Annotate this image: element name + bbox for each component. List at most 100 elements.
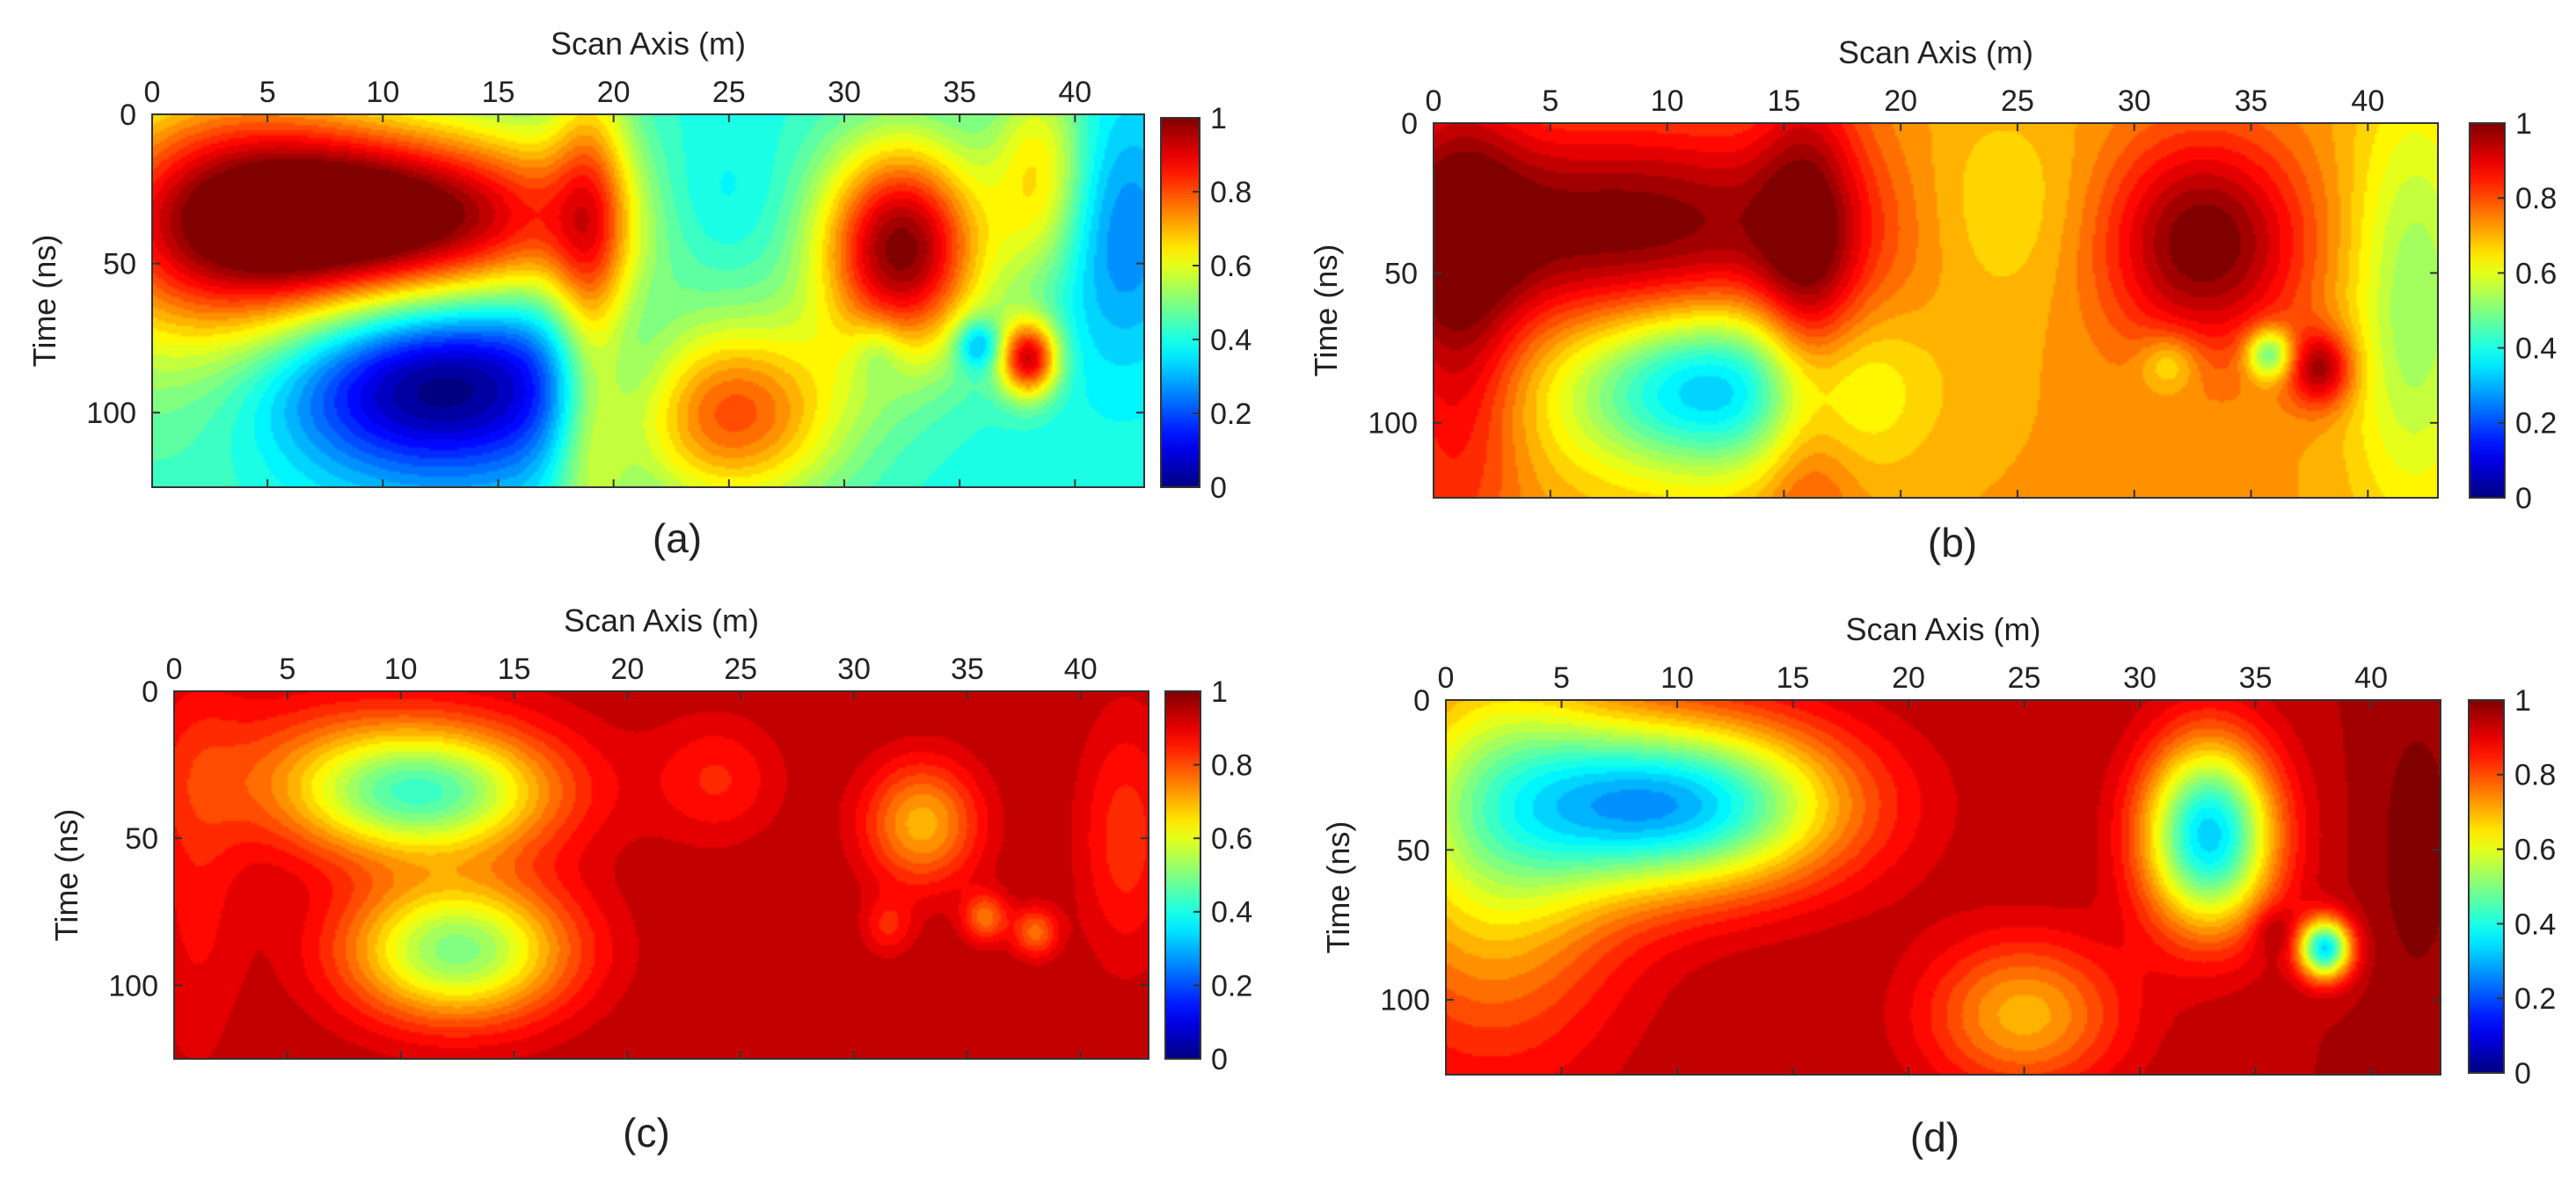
x-tick-label: 10 — [1651, 84, 1684, 118]
colorbar-tick-label: 0.2 — [2515, 407, 2557, 441]
panel-caption-a: (a) — [652, 515, 703, 561]
colorbar-tick-label: 0.2 — [1210, 398, 1252, 431]
colorbar-tick-label: 0.8 — [2515, 182, 2557, 215]
colorbar-tick-label: 0.6 — [1210, 250, 1252, 283]
x-tick-label: 25 — [2008, 661, 2041, 695]
colorbar-tick-label: 0 — [2514, 1057, 2531, 1091]
colorbar-tick-label: 0.8 — [2514, 759, 2556, 792]
heatmap-raster-a — [152, 114, 1144, 487]
plot-frame-b — [1433, 122, 2439, 499]
x-tick-label: 20 — [597, 76, 631, 109]
panel-c: 0 5 10 15 20 25 30 35 40 0 50 100 Scan Axis (m) Time … — [0, 594, 1266, 1189]
y-tick-label: 0 — [1401, 107, 1418, 141]
colorbar-tick-label: 1 — [2515, 107, 2532, 141]
heatmap-raster-d — [1446, 700, 2441, 1075]
x-tick-label: 40 — [1058, 76, 1091, 109]
colorbar-b — [2469, 122, 2506, 499]
x-tick-label: 5 — [259, 76, 276, 109]
colorbar-tick-label: 1 — [1210, 102, 1227, 135]
x-tick-label: 40 — [2354, 661, 2388, 695]
colorbar-tick-label: 0 — [1210, 471, 1227, 505]
colorbar-tick-label: 0.8 — [1211, 749, 1252, 783]
colorbar-tick-label: 1 — [1211, 675, 1228, 709]
heatmap-raster-c — [174, 691, 1149, 1059]
x-tick-label: 15 — [482, 76, 515, 109]
colorbar-c — [1164, 690, 1201, 1060]
plot-frame-d — [1445, 699, 2441, 1076]
panel-caption-d: (d) — [1909, 1114, 1960, 1160]
x-tick-label: 35 — [2235, 84, 2268, 118]
x-axis-title: Scan Axis (m) — [1838, 34, 2033, 70]
y-tick-label: 0 — [142, 675, 158, 709]
x-tick-label: 25 — [724, 653, 757, 686]
x-tick-label: 20 — [1884, 84, 1917, 118]
panel-d: 0 5 10 15 20 25 30 35 40 0 50 100 Scan Axis (m) Time … — [1284, 594, 2576, 1189]
y-tick-label: 50 — [1397, 834, 1430, 867]
x-tick-label: 0 — [166, 653, 183, 686]
plot-frame-a — [151, 113, 1145, 488]
plot-frame-c — [173, 690, 1149, 1060]
colorbar-tick-label: 0.6 — [2515, 257, 2557, 290]
x-tick-label: 35 — [2239, 661, 2273, 695]
x-tick-label: 5 — [279, 653, 296, 686]
y-tick-label: 50 — [1384, 257, 1418, 290]
x-tick-label: 30 — [837, 653, 871, 686]
x-tick-label: 35 — [951, 653, 984, 686]
y-axis-title: Time (ns) — [1320, 821, 1356, 954]
x-tick-label: 40 — [1064, 653, 1098, 686]
colorbar-tick-label: 0.6 — [2514, 834, 2556, 867]
panel-b: 0 5 10 15 20 25 30 35 40 0 50 100 Scan Axis (m) Time … — [1284, 0, 2576, 594]
y-tick-label: 100 — [86, 397, 136, 430]
x-axis-title: Scan Axis (m) — [1845, 611, 2040, 647]
x-tick-label: 0 — [1426, 84, 1442, 118]
colorbar-tick-label: 0.4 — [1210, 324, 1252, 357]
x-tick-label: 30 — [2118, 84, 2151, 118]
colorbar-tick-label: 0.4 — [2515, 332, 2557, 366]
colorbar-tick-label: 0 — [1211, 1043, 1228, 1076]
x-tick-label: 30 — [2123, 661, 2156, 695]
y-axis-title: Time (ns) — [26, 235, 62, 368]
colorbar-tick-label: 0.8 — [1210, 176, 1252, 209]
y-tick-label: 100 — [108, 969, 158, 1003]
x-axis-title: Scan Axis (m) — [564, 602, 759, 638]
colorbar-tick-label: 0.2 — [1211, 969, 1252, 1003]
x-tick-label: 25 — [2001, 84, 2034, 118]
x-tick-label: 5 — [1542, 84, 1558, 118]
x-tick-label: 20 — [610, 653, 644, 686]
heatmap-raster-b — [1434, 123, 2438, 498]
y-tick-label: 50 — [103, 248, 136, 281]
colorbar-tick-label: 0.6 — [1211, 822, 1252, 856]
colorbar-a — [1160, 117, 1200, 488]
x-tick-label: 35 — [943, 76, 976, 109]
x-tick-label: 15 — [498, 653, 531, 686]
colorbar-tick-label: 0.2 — [2514, 982, 2556, 1016]
x-axis-title: Scan Axis (m) — [551, 26, 746, 62]
x-tick-label: 25 — [712, 76, 746, 109]
colorbar-tick-label: 0.4 — [2514, 908, 2556, 941]
colorbar-tick-label: 1 — [2514, 684, 2531, 718]
panel-a: 0 5 10 15 20 25 30 35 40 0 50 100 Scan Axis (m) Time … — [0, 0, 1266, 594]
y-axis-title: Time (ns) — [48, 809, 84, 942]
x-tick-label: 10 — [1660, 661, 1694, 695]
colorbar-d — [2468, 699, 2505, 1074]
colorbar-tick-label: 0 — [2515, 482, 2532, 515]
x-tick-label: 10 — [384, 653, 418, 686]
y-tick-label: 100 — [1368, 407, 1418, 441]
panel-caption-b: (b) — [1927, 520, 1978, 565]
panel-caption-c: (c) — [623, 1110, 670, 1156]
x-tick-label: 40 — [2351, 84, 2384, 118]
y-tick-label: 0 — [1413, 684, 1430, 718]
x-tick-label: 30 — [828, 76, 861, 109]
y-tick-label: 50 — [125, 822, 158, 856]
x-tick-label: 0 — [144, 76, 161, 109]
y-tick-label: 0 — [120, 98, 136, 132]
x-tick-label: 5 — [1553, 661, 1570, 695]
x-tick-label: 0 — [1438, 661, 1455, 695]
x-tick-label: 15 — [1777, 661, 1810, 695]
x-tick-label: 10 — [366, 76, 399, 109]
x-tick-label: 20 — [1892, 661, 1925, 695]
